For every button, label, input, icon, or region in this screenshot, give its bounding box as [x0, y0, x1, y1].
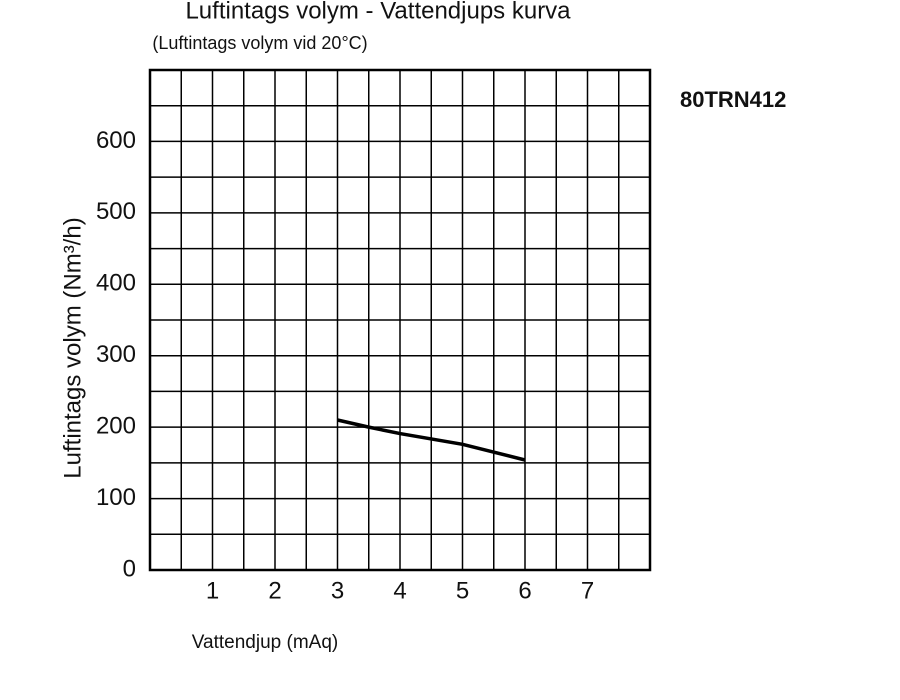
model-annotation: 80TRN412 [680, 87, 786, 112]
x-tick-label: 2 [268, 577, 281, 604]
y-tick-label: 500 [96, 198, 136, 225]
x-tick-label: 7 [581, 577, 594, 604]
x-tick-label: 1 [206, 577, 219, 604]
x-tick-label: 5 [456, 577, 469, 604]
x-tick-label: 4 [393, 577, 406, 604]
chart-subtitle: (Luftintags volym vid 20°C) [152, 33, 367, 53]
data-line [337, 418, 526, 462]
y-tick-label: 300 [96, 341, 136, 368]
y-tick-label: 0 [123, 555, 136, 582]
y-tick-label: 100 [96, 484, 136, 511]
x-tick-label: 3 [331, 577, 344, 604]
y-axis-label: Luftintags volym (Nm³/h) [59, 217, 86, 478]
y-tick-label: 400 [96, 270, 136, 297]
y-tick-label: 600 [96, 127, 136, 154]
x-axis-label: Vattendjup (mAq) [192, 632, 338, 653]
x-tick-label: 6 [518, 577, 531, 604]
chart-title: Luftintags volym - Vattendjups kurva [185, 0, 571, 24]
y-tick-label: 200 [96, 412, 136, 439]
plot-frame [148, 68, 652, 572]
